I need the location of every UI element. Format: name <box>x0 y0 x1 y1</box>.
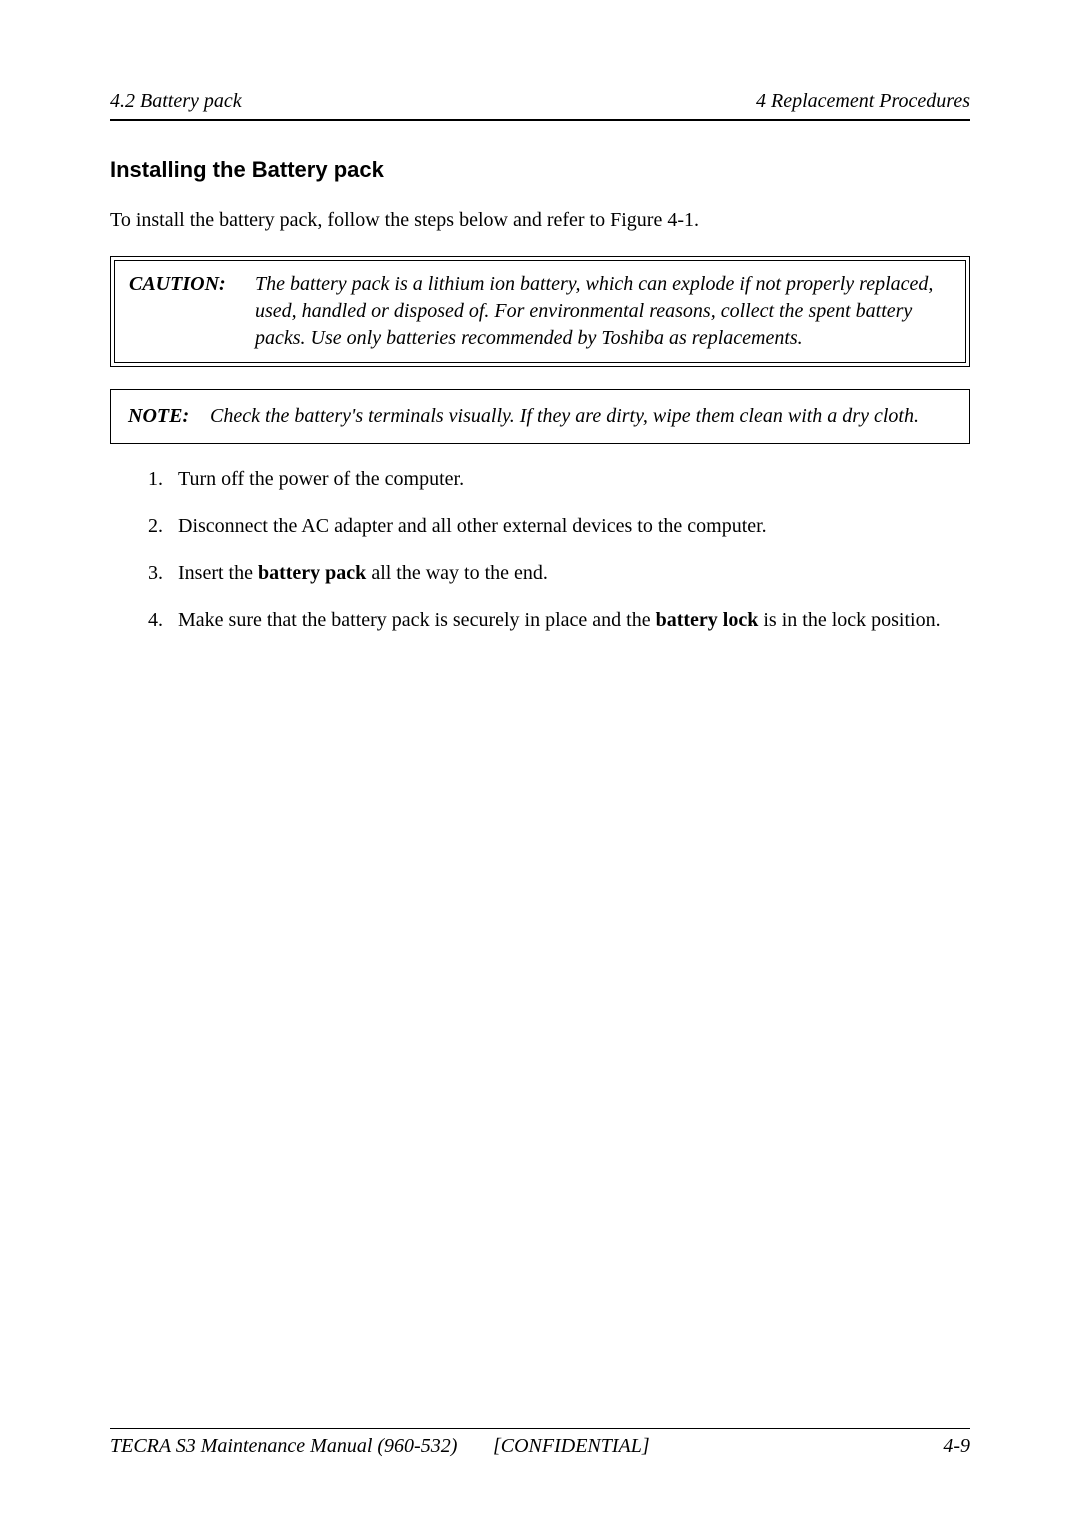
step-4: Make sure that the battery pack is secur… <box>168 607 970 634</box>
caution-text: The battery pack is a lithium ion batter… <box>255 271 951 352</box>
step-4-pre: Make sure that the battery pack is secur… <box>178 609 656 631</box>
step-3-pre: Insert the <box>178 562 258 584</box>
step-3-post: all the way to the end. <box>366 562 548 584</box>
footer-center: [CONFIDENTIAL] <box>493 1435 650 1458</box>
steps-list: Turn off the power of the computer. Disc… <box>110 466 970 634</box>
page-footer: TECRA S3 Maintenance Manual (960-532) [C… <box>110 1428 970 1458</box>
header-right: 4 Replacement Procedures <box>756 90 970 113</box>
page-header: 4.2 Battery pack 4 Replacement Procedure… <box>110 90 970 121</box>
step-1: Turn off the power of the computer. <box>168 466 970 493</box>
caution-box: CAUTION: The battery pack is a lithium i… <box>110 256 970 367</box>
section-heading: Installing the Battery pack <box>110 157 970 183</box>
step-2: Disconnect the AC adapter and all other … <box>168 513 970 540</box>
step-4-bold: battery lock <box>656 609 759 631</box>
note-text: Check the battery's terminals visually. … <box>210 403 952 430</box>
caution-label: CAUTION: <box>129 271 255 352</box>
intro-paragraph: To install the battery pack, follow the … <box>110 207 970 234</box>
header-left: 4.2 Battery pack <box>110 90 242 113</box>
footer-left: TECRA S3 Maintenance Manual (960-532) <box>110 1435 457 1458</box>
step-3-bold: battery pack <box>258 562 366 584</box>
step-3: Insert the battery pack all the way to t… <box>168 560 970 587</box>
step-4-post: is in the lock position. <box>758 609 940 631</box>
note-label: NOTE: <box>128 403 210 430</box>
footer-right: 4-9 <box>943 1435 970 1458</box>
note-box: NOTE: Check the battery's terminals visu… <box>110 389 970 444</box>
